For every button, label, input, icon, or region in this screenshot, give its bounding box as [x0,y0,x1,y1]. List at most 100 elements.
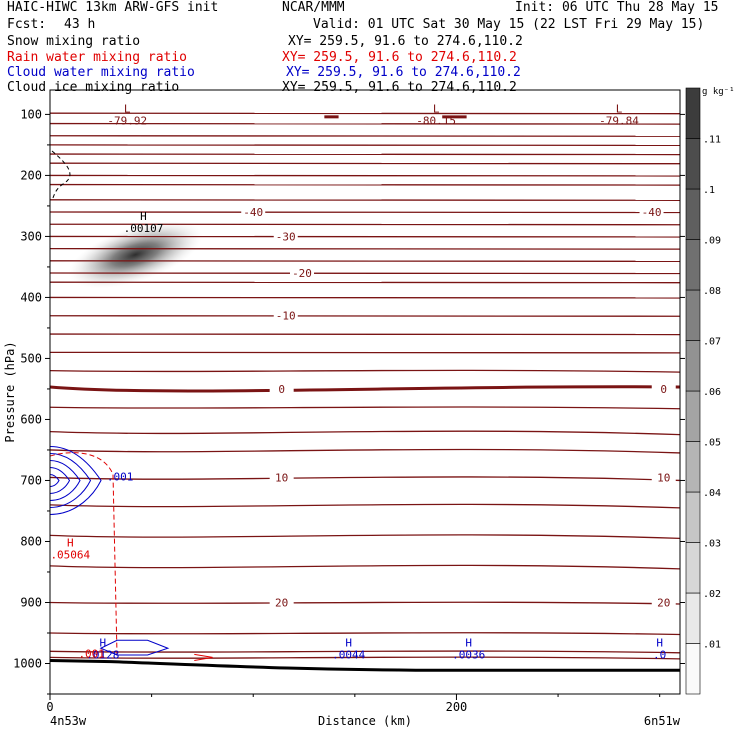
y-tick-label: 500 [20,351,42,365]
y-axis-label: Pressure (hPa) [3,341,17,442]
colorbar-tick-label: .03 [703,539,721,550]
isotherm-line [50,122,680,125]
contour-label-bg [651,596,676,610]
isotherm-line [50,112,680,115]
isotherm-line [50,162,680,165]
cloud-water-contour [50,459,81,501]
contour-label-bg [273,309,298,323]
init-time: Init: 06 UTC Thu 28 May 15 [515,0,719,15]
isotherm-label: 0 [278,383,285,396]
cloud-water-contour [50,473,60,487]
isotherm-line [50,272,680,275]
fcst-value: 43 h [64,17,96,32]
isotherm-label: -10 [276,310,296,323]
isotherm-line [50,369,680,373]
y-tick-label: 400 [20,290,42,304]
isotherm-label: 0 [660,383,667,396]
colorbar-tick-label: .09 [703,236,721,247]
colorbar-unit: g kg⁻¹ [702,87,735,97]
isotherm-label: -20 [292,267,312,280]
x-start-location: 4n53w [50,714,87,728]
isotherm-line [50,199,680,201]
contour-label-bg [651,471,676,485]
colorbar-segment [685,542,701,594]
x-tick-label: 200 [446,700,468,714]
extremum-symbol: H [140,210,147,223]
colorbar-tick-label: .01 [703,640,721,651]
x-end-location: 6n51w [644,714,681,728]
plot-frame [49,89,681,695]
field-name-cloudwater: Cloud water mixing ratio [7,65,195,80]
isotherm-line [50,211,680,214]
isotherm-label: 10 [657,471,670,484]
isotherm-line [50,430,680,436]
field-name-snow: Snow mixing ratio [7,34,141,49]
isotherm-line [50,260,680,262]
y-tick-label: 200 [20,168,42,182]
contour-label-bg [290,267,314,281]
contour-label-bg [269,471,294,485]
extremum-symbol: H [345,636,352,649]
extremum-value: -79.92 [107,115,147,128]
colorbar-segment [685,390,701,442]
contour-label-bg [639,206,664,220]
isotherm-line [50,183,680,186]
colorbar-segment [685,592,701,644]
isotherm-line [50,235,680,238]
isotherm-label: -30 [276,230,296,243]
extremum-symbol: H [465,636,472,649]
cloud-water-contour [50,466,71,494]
contour-label-bg [269,596,294,610]
y-tick-label: 300 [20,229,42,243]
isotherm-line [50,632,680,636]
zero-degree-isotherm [50,385,680,393]
contour-label-bg [241,206,266,220]
isotherm-line [50,406,680,410]
cloud-water-contour [50,452,92,508]
isotherm-line [50,333,680,336]
isotherm-line [50,503,680,509]
colorbar-tick-label: .05 [703,438,721,449]
contour-label-bg [269,382,294,396]
extremum-symbol: H [656,636,663,649]
isotherm-line [50,174,680,177]
colorbar-segment [685,441,701,493]
extremum-symbol: L [616,103,623,116]
isotherm-line [50,564,680,570]
colorbar-segment [685,289,701,341]
cloud-ice-contour [51,150,71,201]
y-tick-label: 700 [20,473,42,487]
isotherm-line [50,534,680,540]
rain-water-contour [194,653,213,661]
isotherm-line [50,315,680,317]
org-label: NCAR/MMM [282,0,345,15]
field-xy-rain: XY= 259.5, 91.6 to 274.6,110.2 [282,50,517,65]
isotherm-line [50,448,680,454]
valid-time: Valid: 01 UTC Sat 30 May 15 (22 LST Fri … [313,17,705,32]
cloud-water-contour [99,639,170,656]
isotherm-line [50,351,680,354]
colorbar-segment [685,643,701,695]
colorbar-segment [685,340,701,392]
isotherm-line [50,650,680,654]
surface-terrain-line [50,658,680,672]
field-name-rain: Rain water mixing ratio [7,50,188,65]
extremum-value: .0036 [452,648,485,661]
colorbar-segment [685,491,701,543]
colorbar-segment [685,188,701,240]
x-axis-label: Distance (km) [318,714,412,728]
extremum-value: -79.84 [599,115,639,128]
y-tick-label: 100 [20,107,42,121]
contour-value-label: .001 [107,470,134,483]
field-xy-cloudice: XY= 259.5, 91.6 to 274.6,110.2 [282,80,517,95]
model-title: HAIC-HIWC 13km ARW-GFS init [7,0,219,15]
field-name-cloudice: Cloud ice mixing ratio [7,80,180,95]
isotherm-line [50,223,680,226]
extremum-symbol: L [433,103,440,116]
extremum-value: .0128 [86,648,119,661]
isotherm-line [50,135,680,137]
isotherm-label: 20 [657,596,670,609]
isotherm-line [50,144,680,147]
extremum-value: .0 [653,648,666,661]
